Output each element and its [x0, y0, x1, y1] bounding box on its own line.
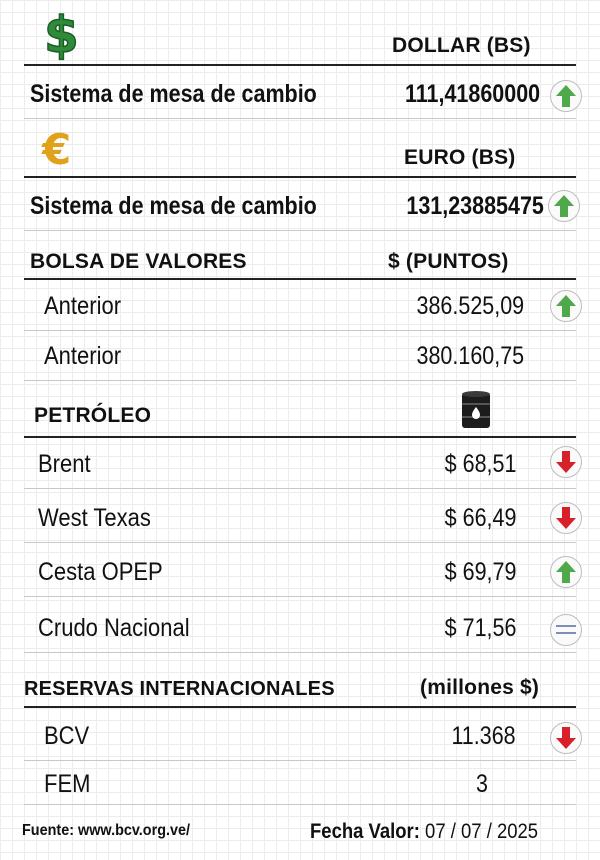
footer-source: Fuente: www.bcv.org.ve/: [22, 822, 191, 839]
footer-date-label: Fecha Valor:: [310, 820, 420, 843]
bolsa-row-value: 380.160,75: [416, 342, 524, 370]
arrow-up-icon: [548, 190, 580, 222]
arrow-up-icon: [550, 556, 582, 588]
petroleo-row-value: $ 66,49: [444, 504, 516, 532]
euro-label: Sistema de mesa de cambio: [30, 192, 317, 220]
petroleo-row-label: West Texas: [38, 504, 151, 532]
euro-value: 131,23885475: [406, 192, 544, 220]
arrow-down-icon: [550, 502, 582, 534]
oil-barrel-icon: [458, 390, 494, 435]
bolsa-unit: $ (PUNTOS): [388, 250, 509, 273]
bolsa-header: BOLSA DE VALORES: [30, 250, 247, 273]
bolsa-row-label: Anterior: [44, 342, 122, 370]
petroleo-row-label: Cesta OPEP: [38, 558, 163, 586]
petroleo-row-label: Crudo Nacional: [38, 614, 190, 642]
petroleo-row-value: $ 69,79: [444, 558, 516, 586]
reservas-row-value: 11.368: [451, 722, 516, 750]
footer-date: Fecha Valor: 07 / 07 / 2025: [310, 820, 538, 844]
petroleo-row-value: $ 71,56: [444, 614, 516, 642]
dollar-value: 111,41860000: [404, 80, 540, 108]
footer-date-value: 07 / 07 / 2025: [425, 820, 539, 843]
arrow-down-icon: [550, 722, 582, 754]
arrow-up-icon: [550, 80, 582, 112]
bolsa-row-value: 386.525,09: [416, 292, 524, 320]
dollar-sign-icon: $: [43, 6, 79, 64]
bolsa-row-label: Anterior: [44, 292, 122, 320]
arrow-down-icon: [550, 446, 582, 478]
dollar-label: Sistema de mesa de cambio: [30, 80, 317, 108]
reservas-row-label: BCV: [44, 722, 90, 750]
petroleo-row-value: $ 68,51: [444, 450, 516, 478]
reservas-row-label: FEM: [44, 770, 91, 798]
petroleo-row-label: Brent: [38, 450, 91, 478]
equal-icon: [550, 614, 582, 646]
arrow-up-icon: [550, 290, 582, 322]
reservas-row-value: 3: [476, 770, 488, 798]
reservas-unit: (millones $): [420, 676, 540, 699]
euro-header: EURO (BS): [404, 146, 516, 169]
dollar-header: DOLLAR (BS): [392, 34, 531, 57]
euro-sign-icon: €: [42, 125, 72, 174]
reservas-header: RESERVAS INTERNACIONALES: [24, 678, 335, 700]
petroleo-header: PETRÓLEO: [34, 404, 152, 427]
